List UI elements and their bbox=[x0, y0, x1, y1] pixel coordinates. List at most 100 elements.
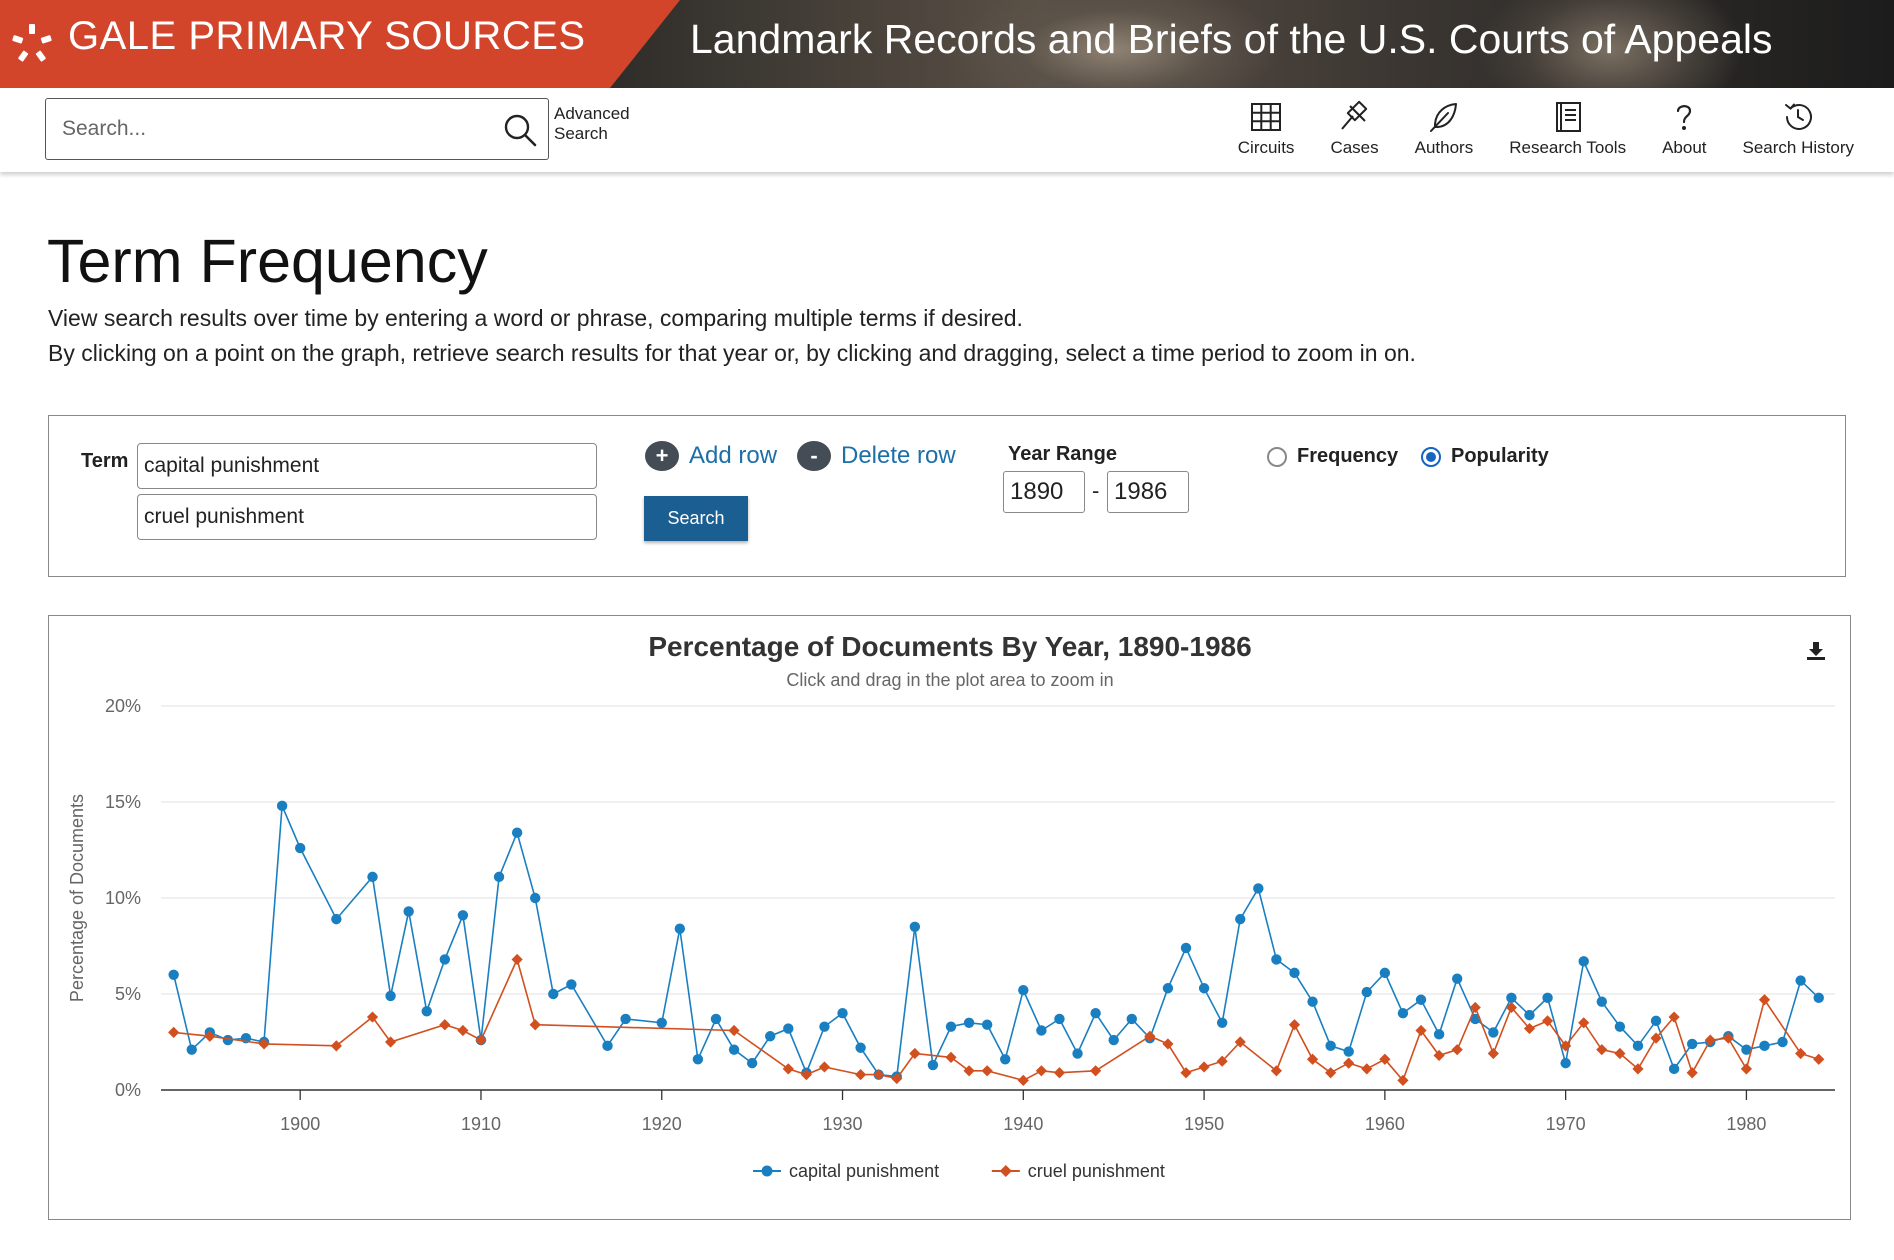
data-point[interactable] bbox=[963, 1065, 975, 1077]
chart-legend[interactable]: capital punishment cruel punishment bbox=[753, 1161, 1165, 1181]
data-point[interactable] bbox=[1162, 1038, 1174, 1050]
data-point[interactable] bbox=[656, 1017, 667, 1028]
data-point[interactable] bbox=[1415, 1024, 1427, 1037]
data-point[interactable] bbox=[819, 1021, 830, 1032]
data-point[interactable] bbox=[168, 1026, 180, 1038]
data-point[interactable] bbox=[1668, 1011, 1680, 1023]
data-point[interactable] bbox=[855, 1042, 866, 1053]
data-point[interactable] bbox=[800, 1069, 812, 1081]
data-point[interactable] bbox=[1271, 954, 1282, 965]
data-point[interactable] bbox=[909, 921, 921, 932]
nav-circuits[interactable]: Circuits bbox=[1238, 100, 1294, 164]
data-point[interactable] bbox=[1198, 983, 1210, 994]
data-point[interactable] bbox=[1180, 942, 1192, 954]
data-point[interactable] bbox=[909, 1047, 921, 1060]
data-point[interactable] bbox=[1777, 1036, 1788, 1048]
data-point[interactable] bbox=[1469, 1001, 1481, 1014]
data-point[interactable] bbox=[1614, 1021, 1626, 1032]
data-point[interactable] bbox=[1343, 1057, 1355, 1069]
data-point[interactable] bbox=[873, 1069, 885, 1081]
data-point[interactable] bbox=[1541, 1015, 1554, 1027]
data-point[interactable] bbox=[457, 910, 469, 921]
data-point[interactable] bbox=[1578, 956, 1589, 967]
data-point[interactable] bbox=[728, 1044, 740, 1055]
data-point[interactable] bbox=[1451, 1044, 1463, 1056]
chart-series[interactable] bbox=[168, 800, 1825, 1086]
data-point[interactable] bbox=[1614, 1047, 1626, 1060]
data-point[interactable] bbox=[511, 953, 523, 966]
data-point[interactable] bbox=[1126, 1013, 1137, 1025]
data-point[interactable] bbox=[1704, 1034, 1716, 1046]
data-point[interactable] bbox=[981, 1019, 993, 1030]
data-point[interactable] bbox=[1090, 1008, 1101, 1019]
data-point[interactable] bbox=[1758, 994, 1771, 1006]
data-point[interactable] bbox=[855, 1069, 867, 1081]
data-point[interactable] bbox=[1307, 996, 1318, 1007]
data-point[interactable] bbox=[1487, 1047, 1499, 1060]
data-point[interactable] bbox=[530, 892, 541, 904]
data-point[interactable] bbox=[1216, 1017, 1228, 1028]
data-point[interactable] bbox=[1741, 1044, 1752, 1055]
data-point[interactable] bbox=[1289, 967, 1300, 979]
data-point[interactable] bbox=[457, 1024, 469, 1037]
data-point[interactable] bbox=[1216, 1055, 1228, 1067]
data-point[interactable] bbox=[276, 800, 288, 812]
data-point[interactable] bbox=[783, 1023, 794, 1034]
data-point[interactable] bbox=[168, 969, 179, 980]
data-point[interactable] bbox=[384, 1036, 397, 1048]
data-point[interactable] bbox=[1759, 1040, 1770, 1052]
data-point[interactable] bbox=[1072, 1048, 1083, 1059]
data-point[interactable] bbox=[728, 1024, 740, 1037]
year-to-input[interactable] bbox=[1107, 471, 1189, 513]
data-point[interactable] bbox=[1668, 1063, 1680, 1075]
data-point[interactable] bbox=[1397, 1008, 1409, 1019]
popularity-radio[interactable]: Popularity bbox=[1421, 445, 1549, 468]
nav-about[interactable]: About bbox=[1662, 100, 1707, 164]
data-point[interactable] bbox=[837, 1008, 848, 1019]
data-point[interactable] bbox=[1144, 1030, 1156, 1042]
delete-row-button[interactable]: - Delete row bbox=[797, 441, 956, 471]
nav-search-history[interactable]: Search History bbox=[1743, 100, 1854, 164]
data-point[interactable] bbox=[1795, 975, 1806, 986]
series-capital-punishment[interactable] bbox=[168, 800, 1824, 1082]
data-point[interactable] bbox=[1505, 1001, 1518, 1014]
data-point[interactable] bbox=[1090, 1065, 1102, 1077]
data-point[interactable] bbox=[1560, 1040, 1572, 1052]
data-point[interactable] bbox=[294, 842, 306, 854]
data-point[interactable] bbox=[493, 871, 505, 883]
data-point[interactable] bbox=[1650, 1015, 1662, 1027]
add-row-button[interactable]: + Add row bbox=[645, 441, 777, 471]
data-point[interactable] bbox=[1524, 1009, 1535, 1021]
data-point[interactable] bbox=[1162, 983, 1174, 994]
data-point[interactable] bbox=[1596, 1044, 1608, 1056]
data-point[interactable] bbox=[1632, 1040, 1644, 1052]
data-point[interactable] bbox=[258, 1038, 270, 1050]
frequency-radio-dot[interactable] bbox=[1267, 446, 1287, 467]
data-point[interactable] bbox=[1325, 1040, 1336, 1052]
nav-authors[interactable]: Authors bbox=[1415, 100, 1473, 164]
legend-item[interactable]: capital punishment bbox=[753, 1161, 939, 1181]
data-point[interactable] bbox=[1740, 1063, 1753, 1075]
data-point[interactable] bbox=[1361, 986, 1372, 998]
data-point[interactable] bbox=[1632, 1063, 1644, 1075]
data-point[interactable] bbox=[366, 1011, 379, 1023]
data-point[interactable] bbox=[1288, 1019, 1301, 1031]
series-cruel-punishment[interactable] bbox=[168, 953, 1825, 1086]
download-icon[interactable] bbox=[1803, 638, 1829, 664]
data-point[interactable] bbox=[1795, 1047, 1807, 1060]
brand-name[interactable]: GALE PRIMARY SOURCES bbox=[68, 14, 586, 58]
data-point[interactable] bbox=[1053, 1067, 1066, 1079]
data-point[interactable] bbox=[385, 990, 396, 1002]
data-point[interactable] bbox=[602, 1040, 613, 1052]
popularity-radio-dot[interactable] bbox=[1421, 446, 1441, 467]
data-point[interactable] bbox=[1596, 996, 1607, 1007]
search-input[interactable] bbox=[60, 111, 480, 147]
data-point[interactable] bbox=[1686, 1038, 1698, 1050]
collection-title[interactable]: Landmark Records and Briefs of the U.S. … bbox=[690, 16, 1773, 62]
data-point[interactable] bbox=[1488, 1027, 1499, 1038]
data-point[interactable] bbox=[1018, 984, 1029, 996]
data-point[interactable] bbox=[1397, 1074, 1409, 1086]
data-point[interactable] bbox=[765, 1031, 776, 1042]
data-point[interactable] bbox=[1035, 1065, 1047, 1077]
data-point[interactable] bbox=[1379, 1053, 1391, 1065]
